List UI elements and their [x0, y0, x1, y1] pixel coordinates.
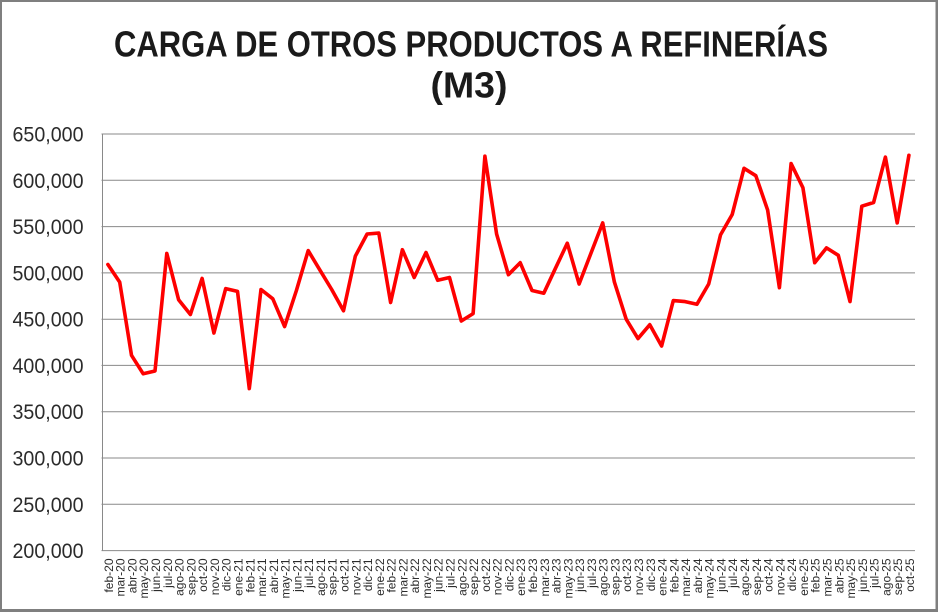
- svg-text:dic-22: dic-22: [502, 558, 516, 591]
- svg-text:abr-23: abr-23: [550, 558, 564, 593]
- svg-text:jun-23: jun-23: [573, 558, 587, 593]
- svg-text:mar-21: mar-21: [255, 558, 269, 596]
- svg-text:abr-25: abr-25: [832, 558, 846, 593]
- svg-text:oct-24: oct-24: [762, 558, 776, 592]
- svg-text:may-23: may-23: [561, 558, 575, 598]
- svg-text:200,000: 200,000: [13, 540, 84, 563]
- svg-text:ene-24: ene-24: [656, 558, 670, 596]
- svg-text:600,000: 600,000: [13, 170, 84, 193]
- svg-text:jul-24: jul-24: [726, 558, 740, 589]
- svg-text:jun-20: jun-20: [149, 558, 163, 593]
- svg-text:ago-25: ago-25: [879, 558, 893, 596]
- svg-text:mar-24: mar-24: [679, 558, 693, 596]
- svg-text:mar-23: mar-23: [538, 558, 552, 596]
- svg-text:ago-24: ago-24: [738, 558, 752, 596]
- svg-text:sep-24: sep-24: [750, 558, 764, 595]
- svg-text:nov-21: nov-21: [349, 558, 363, 595]
- svg-text:oct-22: oct-22: [479, 558, 493, 592]
- svg-text:jun-24: jun-24: [715, 558, 729, 593]
- svg-text:sep-20: sep-20: [184, 558, 198, 595]
- svg-text:abr-22: abr-22: [408, 558, 422, 593]
- svg-text:jul-25: jul-25: [868, 558, 882, 589]
- svg-text:mar-25: mar-25: [821, 558, 835, 596]
- svg-text:may-22: may-22: [420, 558, 434, 598]
- svg-text:feb-25: feb-25: [809, 558, 823, 592]
- svg-text:jul-21: jul-21: [302, 558, 316, 589]
- svg-text:feb-23: feb-23: [526, 558, 540, 592]
- svg-text:650,000: 650,000: [13, 124, 84, 147]
- svg-text:sep-23: sep-23: [608, 558, 622, 595]
- svg-text:mar-20: mar-20: [114, 558, 128, 596]
- svg-text:feb-22: feb-22: [385, 558, 399, 592]
- svg-text:ago-20: ago-20: [173, 558, 187, 596]
- svg-text:ene-22: ene-22: [373, 558, 387, 596]
- svg-text:jun-25: jun-25: [856, 558, 870, 593]
- svg-text:ene-21: ene-21: [232, 558, 246, 596]
- svg-text:550,000: 550,000: [13, 216, 84, 239]
- svg-text:250,000: 250,000: [13, 494, 84, 517]
- svg-text:jul-22: jul-22: [444, 558, 458, 589]
- svg-text:feb-24: feb-24: [667, 558, 681, 592]
- svg-text:500,000: 500,000: [13, 262, 84, 285]
- svg-text:ene-25: ene-25: [797, 558, 811, 596]
- svg-text:may-21: may-21: [279, 558, 293, 598]
- svg-text:feb-21: feb-21: [243, 558, 257, 592]
- svg-text:ago-23: ago-23: [597, 558, 611, 596]
- svg-text:nov-24: nov-24: [773, 558, 787, 595]
- svg-text:ago-22: ago-22: [455, 558, 469, 596]
- svg-text:may-24: may-24: [703, 558, 717, 598]
- svg-text:nov-23: nov-23: [632, 558, 646, 595]
- svg-text:abr-20: abr-20: [126, 558, 140, 593]
- svg-text:jun-22: jun-22: [432, 558, 446, 593]
- svg-text:mar-22: mar-22: [396, 558, 410, 596]
- svg-text:nov-20: nov-20: [208, 558, 222, 595]
- svg-text:jul-23: jul-23: [585, 558, 599, 589]
- svg-text:feb-20: feb-20: [102, 558, 116, 592]
- svg-text:jul-20: jul-20: [161, 558, 175, 589]
- svg-text:dic-23: dic-23: [644, 558, 658, 591]
- svg-text:sep-25: sep-25: [891, 558, 905, 595]
- svg-text:(M3): (M3): [431, 65, 508, 106]
- svg-text:ene-23: ene-23: [514, 558, 528, 596]
- svg-text:sep-21: sep-21: [326, 558, 340, 595]
- svg-text:350,000: 350,000: [13, 401, 84, 424]
- svg-text:dic-21: dic-21: [361, 558, 375, 591]
- svg-text:ago-21: ago-21: [314, 558, 328, 596]
- svg-text:abr-21: abr-21: [267, 558, 281, 593]
- svg-text:abr-24: abr-24: [691, 558, 705, 593]
- svg-text:may-20: may-20: [137, 558, 151, 598]
- svg-text:450,000: 450,000: [13, 309, 84, 332]
- svg-text:400,000: 400,000: [13, 355, 84, 378]
- svg-text:jun-21: jun-21: [290, 558, 304, 593]
- svg-text:300,000: 300,000: [13, 448, 84, 471]
- svg-text:sep-22: sep-22: [467, 558, 481, 595]
- svg-text:may-25: may-25: [844, 558, 858, 598]
- svg-text:CARGA DE OTROS PRODUCTOS A REF: CARGA DE OTROS PRODUCTOS A REFINERÍAS: [114, 24, 828, 65]
- svg-text:oct-20: oct-20: [196, 558, 210, 592]
- svg-text:oct-23: oct-23: [620, 558, 634, 592]
- svg-text:dic-24: dic-24: [785, 558, 799, 591]
- svg-text:oct-21: oct-21: [338, 558, 352, 592]
- svg-text:dic-20: dic-20: [220, 558, 234, 591]
- svg-text:oct-25: oct-25: [903, 558, 917, 592]
- svg-text:nov-22: nov-22: [491, 558, 505, 595]
